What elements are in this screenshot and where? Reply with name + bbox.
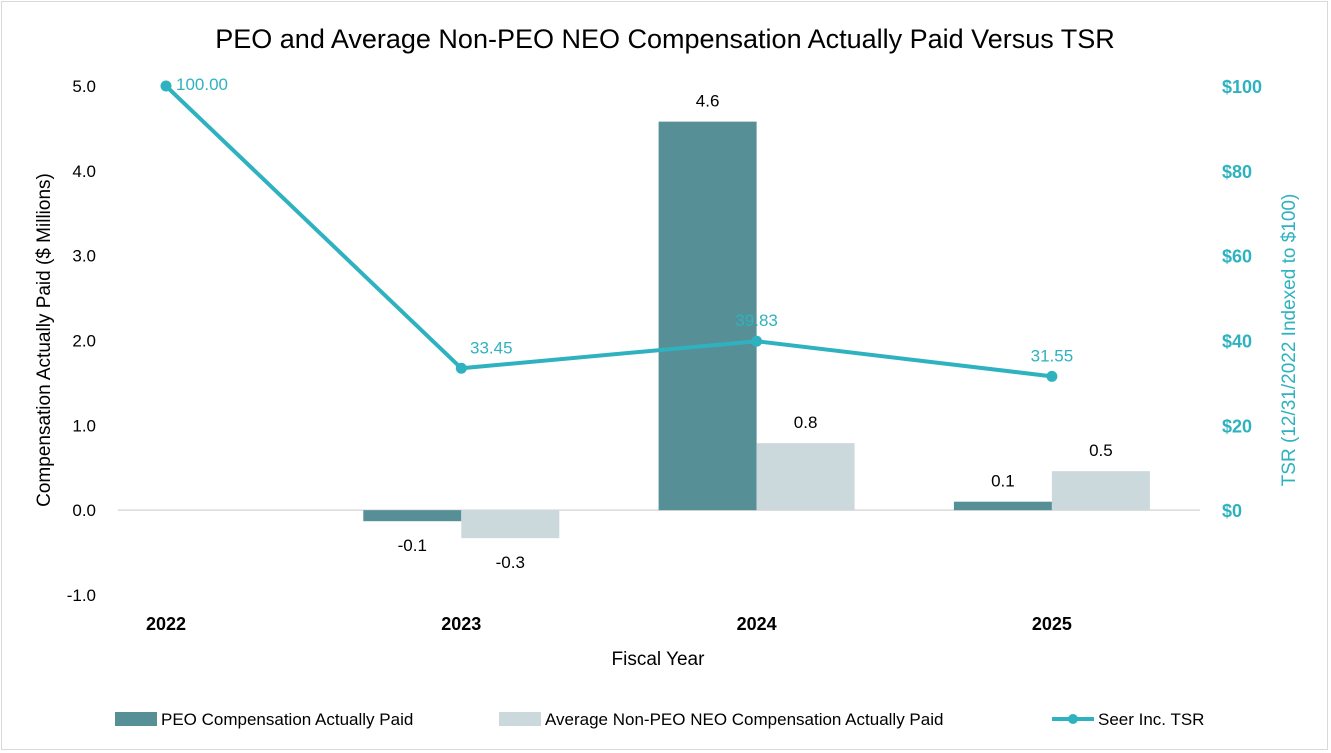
y-tick-label: 1.0 (72, 416, 96, 435)
legend-label-0: PEO Compensation Actually Paid (161, 710, 413, 729)
legend-marker-2 (1068, 714, 1078, 724)
bar-data-label: 0.5 (1089, 441, 1113, 460)
bar-data-label: -0.1 (398, 536, 427, 555)
plot-area: -1.0 0.0 1.0 2.0 3.0 4.0 5.0 $0 $20 $40 $60 $80 $100… (67, 75, 1262, 634)
y-tick-label: 5.0 (72, 77, 96, 96)
y-tick-label: 3.0 (72, 247, 96, 266)
chart-title: PEO and Average Non-PEO NEO Compensation… (215, 24, 1114, 54)
bar-peo-2023 (363, 510, 462, 522)
y-tick-label: 2.0 (72, 332, 96, 351)
y-tick-label: -1.0 (67, 586, 96, 605)
tsr-point-2025 (1046, 370, 1058, 382)
x-tick-label: 2024 (737, 614, 777, 634)
y-tick-label: 0.0 (72, 501, 96, 520)
bar-neo-2025 (1051, 471, 1150, 511)
x-tick-label: 2022 (146, 614, 186, 634)
x-axis-title: Fiscal Year (612, 649, 706, 670)
tsr-point-2024 (751, 335, 763, 347)
legend: PEO Compensation Actually Paid Average No… (115, 710, 1204, 729)
y2-tick-label: $20 (1222, 416, 1252, 436)
bar-neo-2023 (461, 510, 560, 539)
bar-data-label: 0.8 (794, 413, 818, 432)
tsr-data-label: 39.83 (735, 311, 778, 330)
bar-data-label: -0.3 (496, 553, 525, 572)
tsr-data-label: 31.55 (1031, 346, 1074, 365)
bar-data-label: 0.1 (991, 472, 1015, 491)
tsr-data-label: 33.45 (470, 338, 513, 357)
tsr-data-label: 100.00 (176, 75, 228, 94)
bar-neo-2024 (756, 443, 855, 511)
bar-peo-2025 (953, 501, 1052, 511)
y2-tick-label: $40 (1222, 332, 1252, 352)
legend-swatch-0 (115, 712, 157, 726)
tsr-point-2023 (455, 362, 467, 374)
x-tick-label: 2025 (1032, 614, 1072, 634)
legend-label-1: Average Non-PEO NEO Compensation Actuall… (545, 710, 943, 729)
y2-axis-title: TSR (12/31/2022 Indexed to $100) (1279, 194, 1300, 487)
y-axis-title: Compensation Actually Paid ($ Millions) (34, 173, 55, 507)
legend-swatch-1 (499, 712, 541, 726)
y2-tick-label: $80 (1222, 162, 1252, 182)
y2-tick-label: $60 (1222, 247, 1252, 267)
bar-data-label: 4.6 (696, 92, 720, 111)
tsr-line (164, 84, 1053, 379)
y2-tick-label: $0 (1222, 501, 1242, 521)
tsr-point-2022 (160, 80, 172, 92)
legend-label-2: Seer Inc. TSR (1098, 710, 1204, 729)
y2-tick-label: $100 (1222, 77, 1262, 97)
x-tick-label: 2023 (441, 614, 481, 634)
y-tick-label: 4.0 (72, 162, 96, 181)
bar-peo-2024 (658, 121, 757, 511)
